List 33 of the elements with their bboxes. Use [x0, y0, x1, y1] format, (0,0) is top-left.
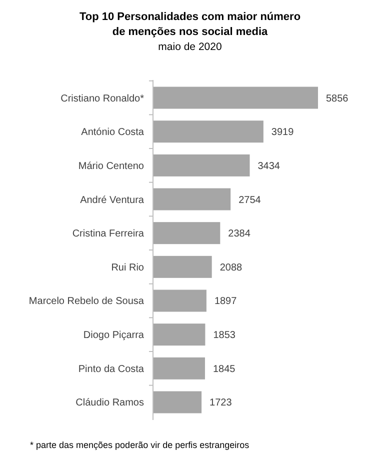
y-tick-label: Rui Rio: [111, 262, 144, 274]
y-tick-label: António Costa: [81, 127, 144, 138]
y-tick-label: Marcelo Rebelo de Sousa: [28, 296, 144, 308]
data-label: 2088: [220, 262, 243, 274]
bar: [153, 188, 231, 210]
y-tick-label: Cláudio Ramos: [76, 398, 144, 409]
bar: [153, 391, 202, 414]
data-label: 2754: [238, 194, 262, 206]
data-label: 1897: [214, 296, 238, 308]
chart-subtitle: maio de 2020: [158, 41, 222, 53]
data-label: 3919: [271, 127, 294, 138]
bar: [153, 256, 212, 278]
data-label: 1853: [213, 330, 236, 342]
y-tick-label: André Ventura: [80, 194, 144, 206]
data-label: 1723: [210, 398, 232, 409]
chart-title: Top 10 Personalidades com maior número de menções nos social media: [79, 11, 301, 38]
data-label: 3434: [258, 160, 280, 172]
y-tick-label: Diogo Piçarra: [83, 330, 144, 342]
y-tick-label: Pinto da Costa: [78, 364, 144, 375]
data-label: 5856: [326, 93, 349, 104]
data-label: 1845: [212, 364, 236, 375]
y-tick-label: Cristiano Ronaldo*: [60, 93, 144, 104]
bar: [153, 222, 220, 244]
bar: [153, 357, 205, 380]
bar: [153, 154, 250, 176]
bar: [153, 324, 206, 346]
y-tick-label: Mário Centeno: [78, 160, 144, 172]
y-tick-label: Cristina Ferreira: [72, 228, 144, 240]
bar: [153, 290, 206, 312]
bar: [153, 120, 264, 143]
text: * parte das menções poderão vir de perfis estrangeiros: [30, 440, 250, 450]
bar: [153, 86, 318, 109]
data-label: 2384: [228, 228, 251, 240]
